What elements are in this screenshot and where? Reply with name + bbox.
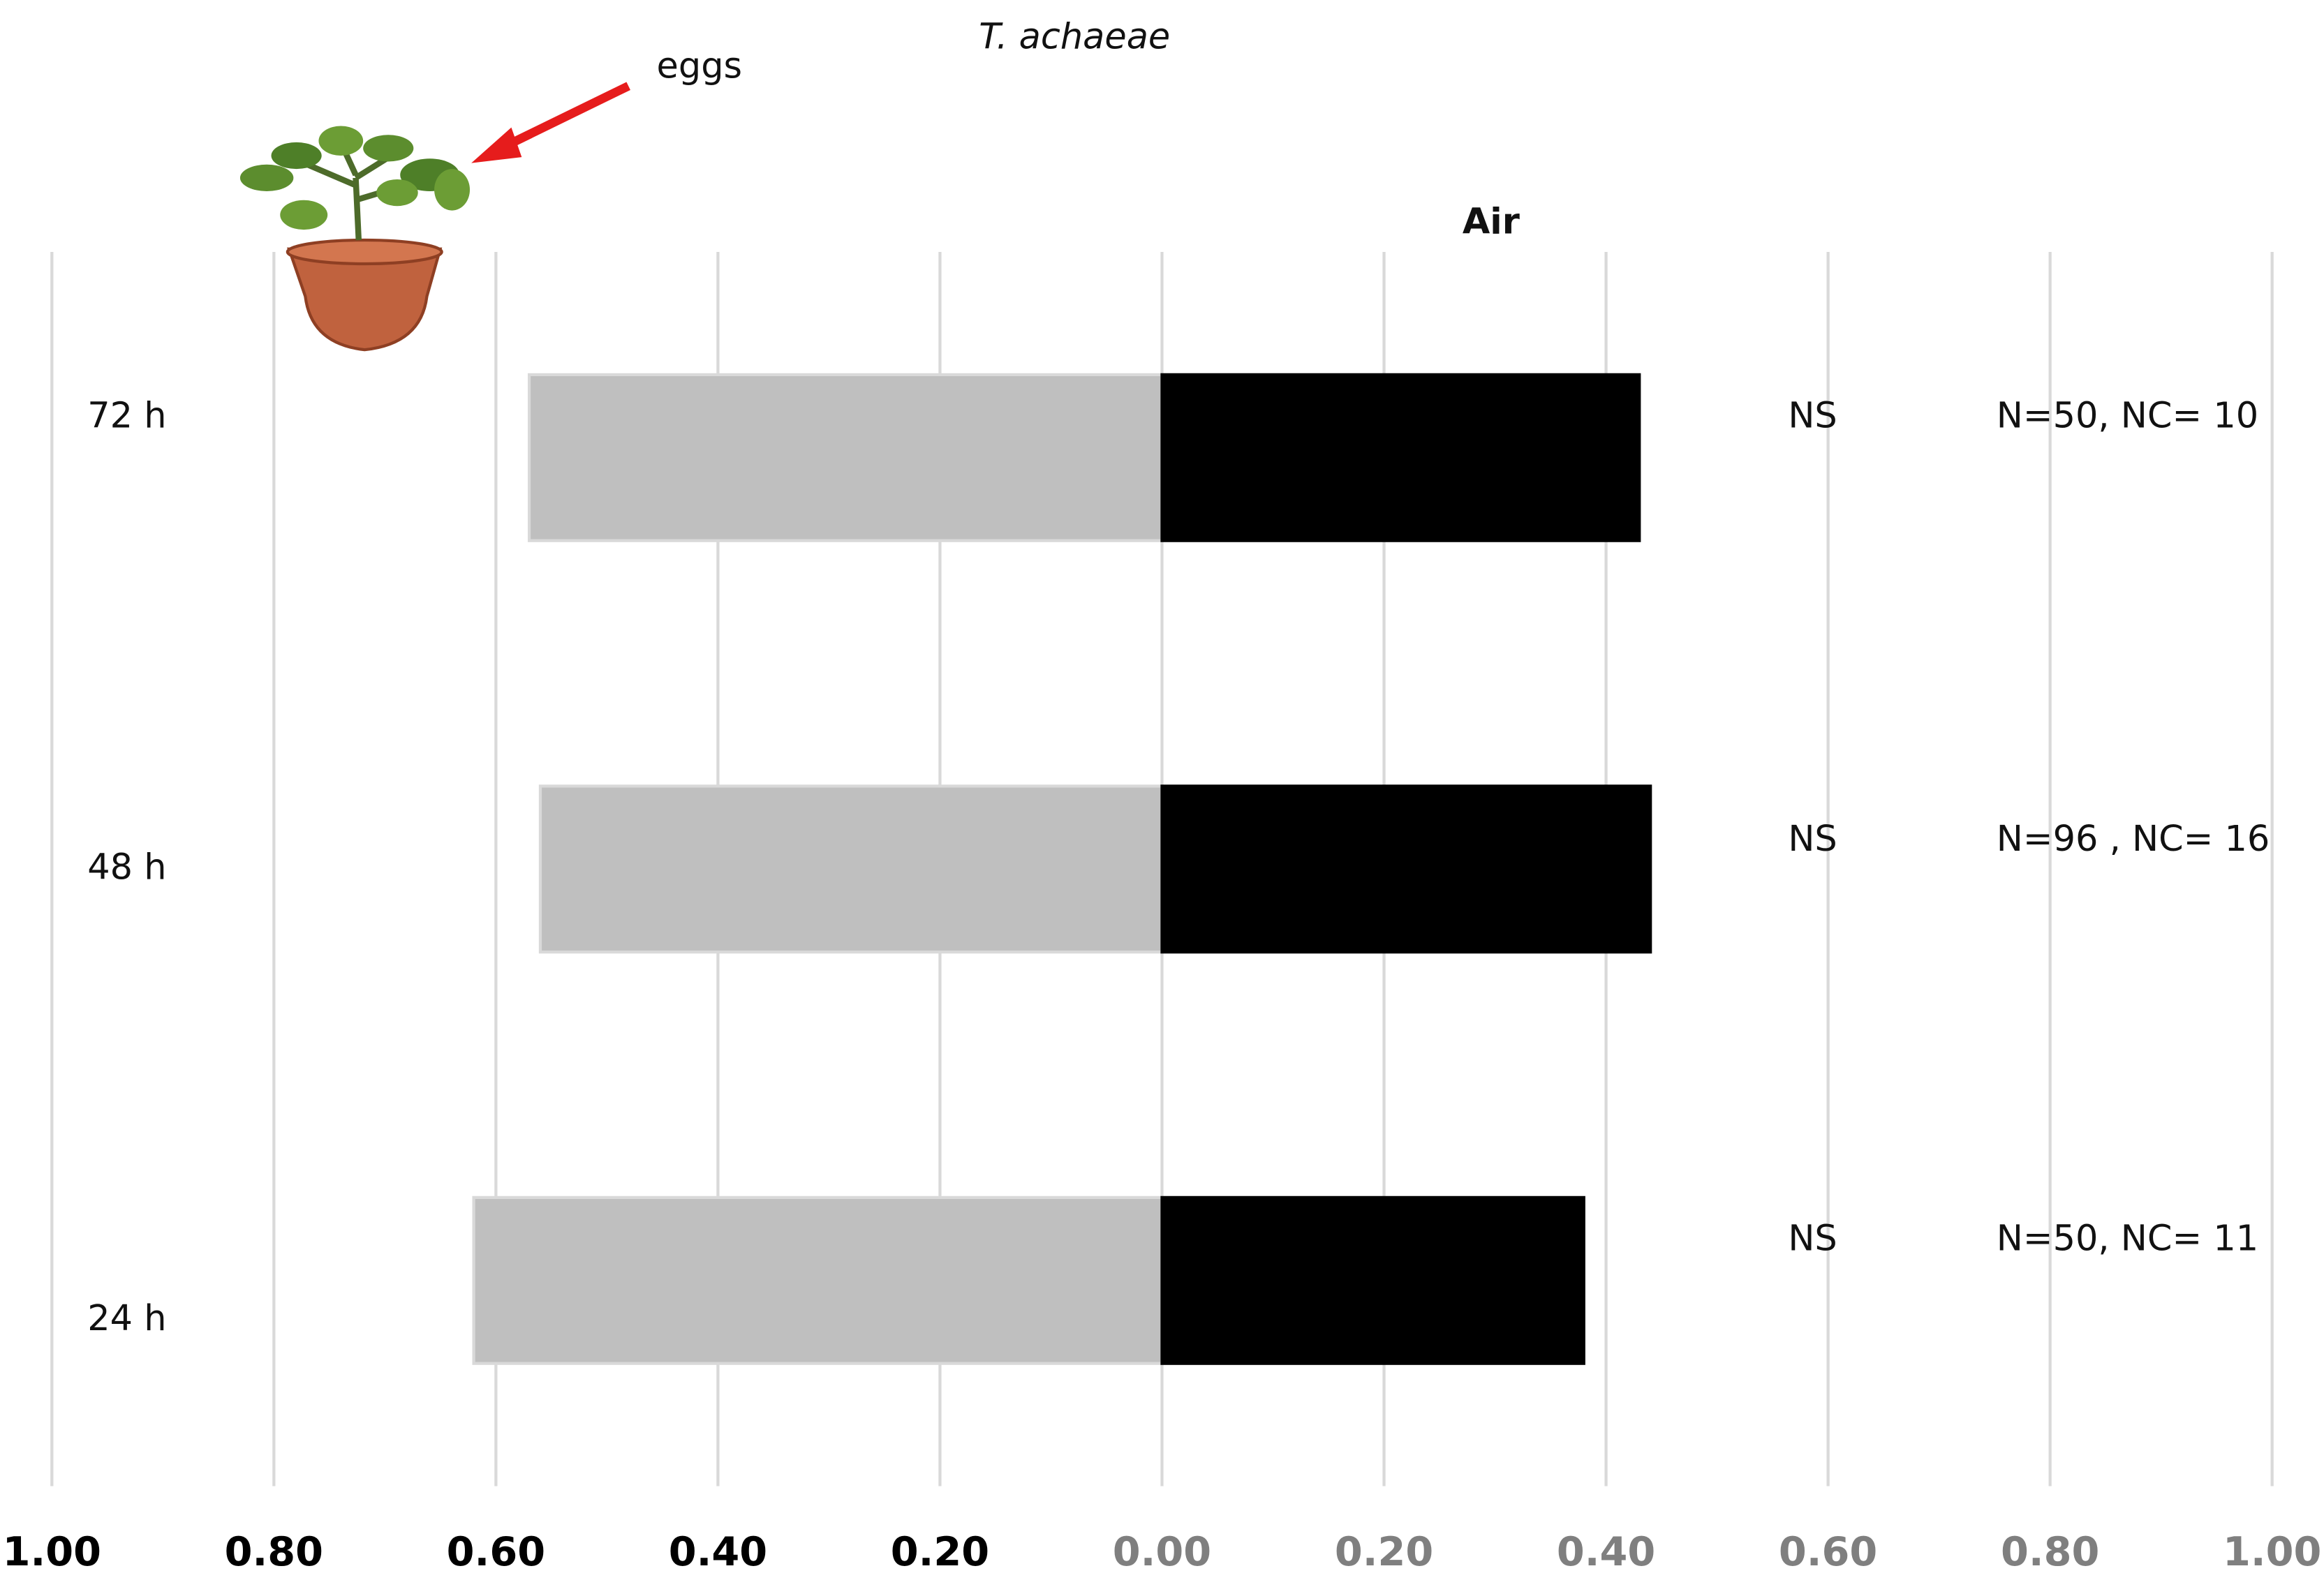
significance-label: NS <box>1788 819 1837 860</box>
x-tick-label: 0.00 <box>1113 1528 1211 1575</box>
x-tick-label: 0.40 <box>1557 1528 1655 1575</box>
y-tick-label: 72 h <box>87 395 166 436</box>
bar <box>1160 1195 1585 1365</box>
x-tick-label: 1.00 <box>3 1528 101 1575</box>
sample-size-label: N=96 , NC= 16 <box>1997 819 2270 860</box>
sample-size-label: N=50, NC= 11 <box>1997 1218 2258 1259</box>
y-tick-label: 48 h <box>87 847 166 888</box>
bar <box>538 784 1164 954</box>
x-tick-label: 0.20 <box>891 1528 989 1575</box>
bar <box>1160 784 1652 954</box>
x-tick-label: 1.00 <box>2223 1528 2321 1575</box>
sample-size-label: N=50, NC= 10 <box>1997 395 2258 436</box>
significance-label: NS <box>1788 395 1837 436</box>
significance-label: NS <box>1788 1218 1837 1259</box>
plant-icon <box>239 126 471 352</box>
annotation-arrow <box>471 82 630 163</box>
annotation: eggs <box>657 46 743 87</box>
x-tick-label: 0.80 <box>2001 1528 2099 1575</box>
y-tick-label: 24 h <box>87 1298 166 1339</box>
x-tick-label: 0.20 <box>1335 1528 1433 1575</box>
x-tick-label: 0.80 <box>225 1528 323 1575</box>
bar <box>1160 373 1641 542</box>
series-label: Air <box>1463 202 1520 243</box>
bars <box>472 373 1652 1365</box>
bar <box>527 373 1164 542</box>
chart-title: T. achaeae <box>979 16 1170 57</box>
x-tick-label: 0.40 <box>669 1528 767 1575</box>
x-tick-label: 0.60 <box>1779 1528 1877 1575</box>
bar <box>472 1195 1164 1365</box>
x-tick-label: 0.60 <box>447 1528 545 1575</box>
